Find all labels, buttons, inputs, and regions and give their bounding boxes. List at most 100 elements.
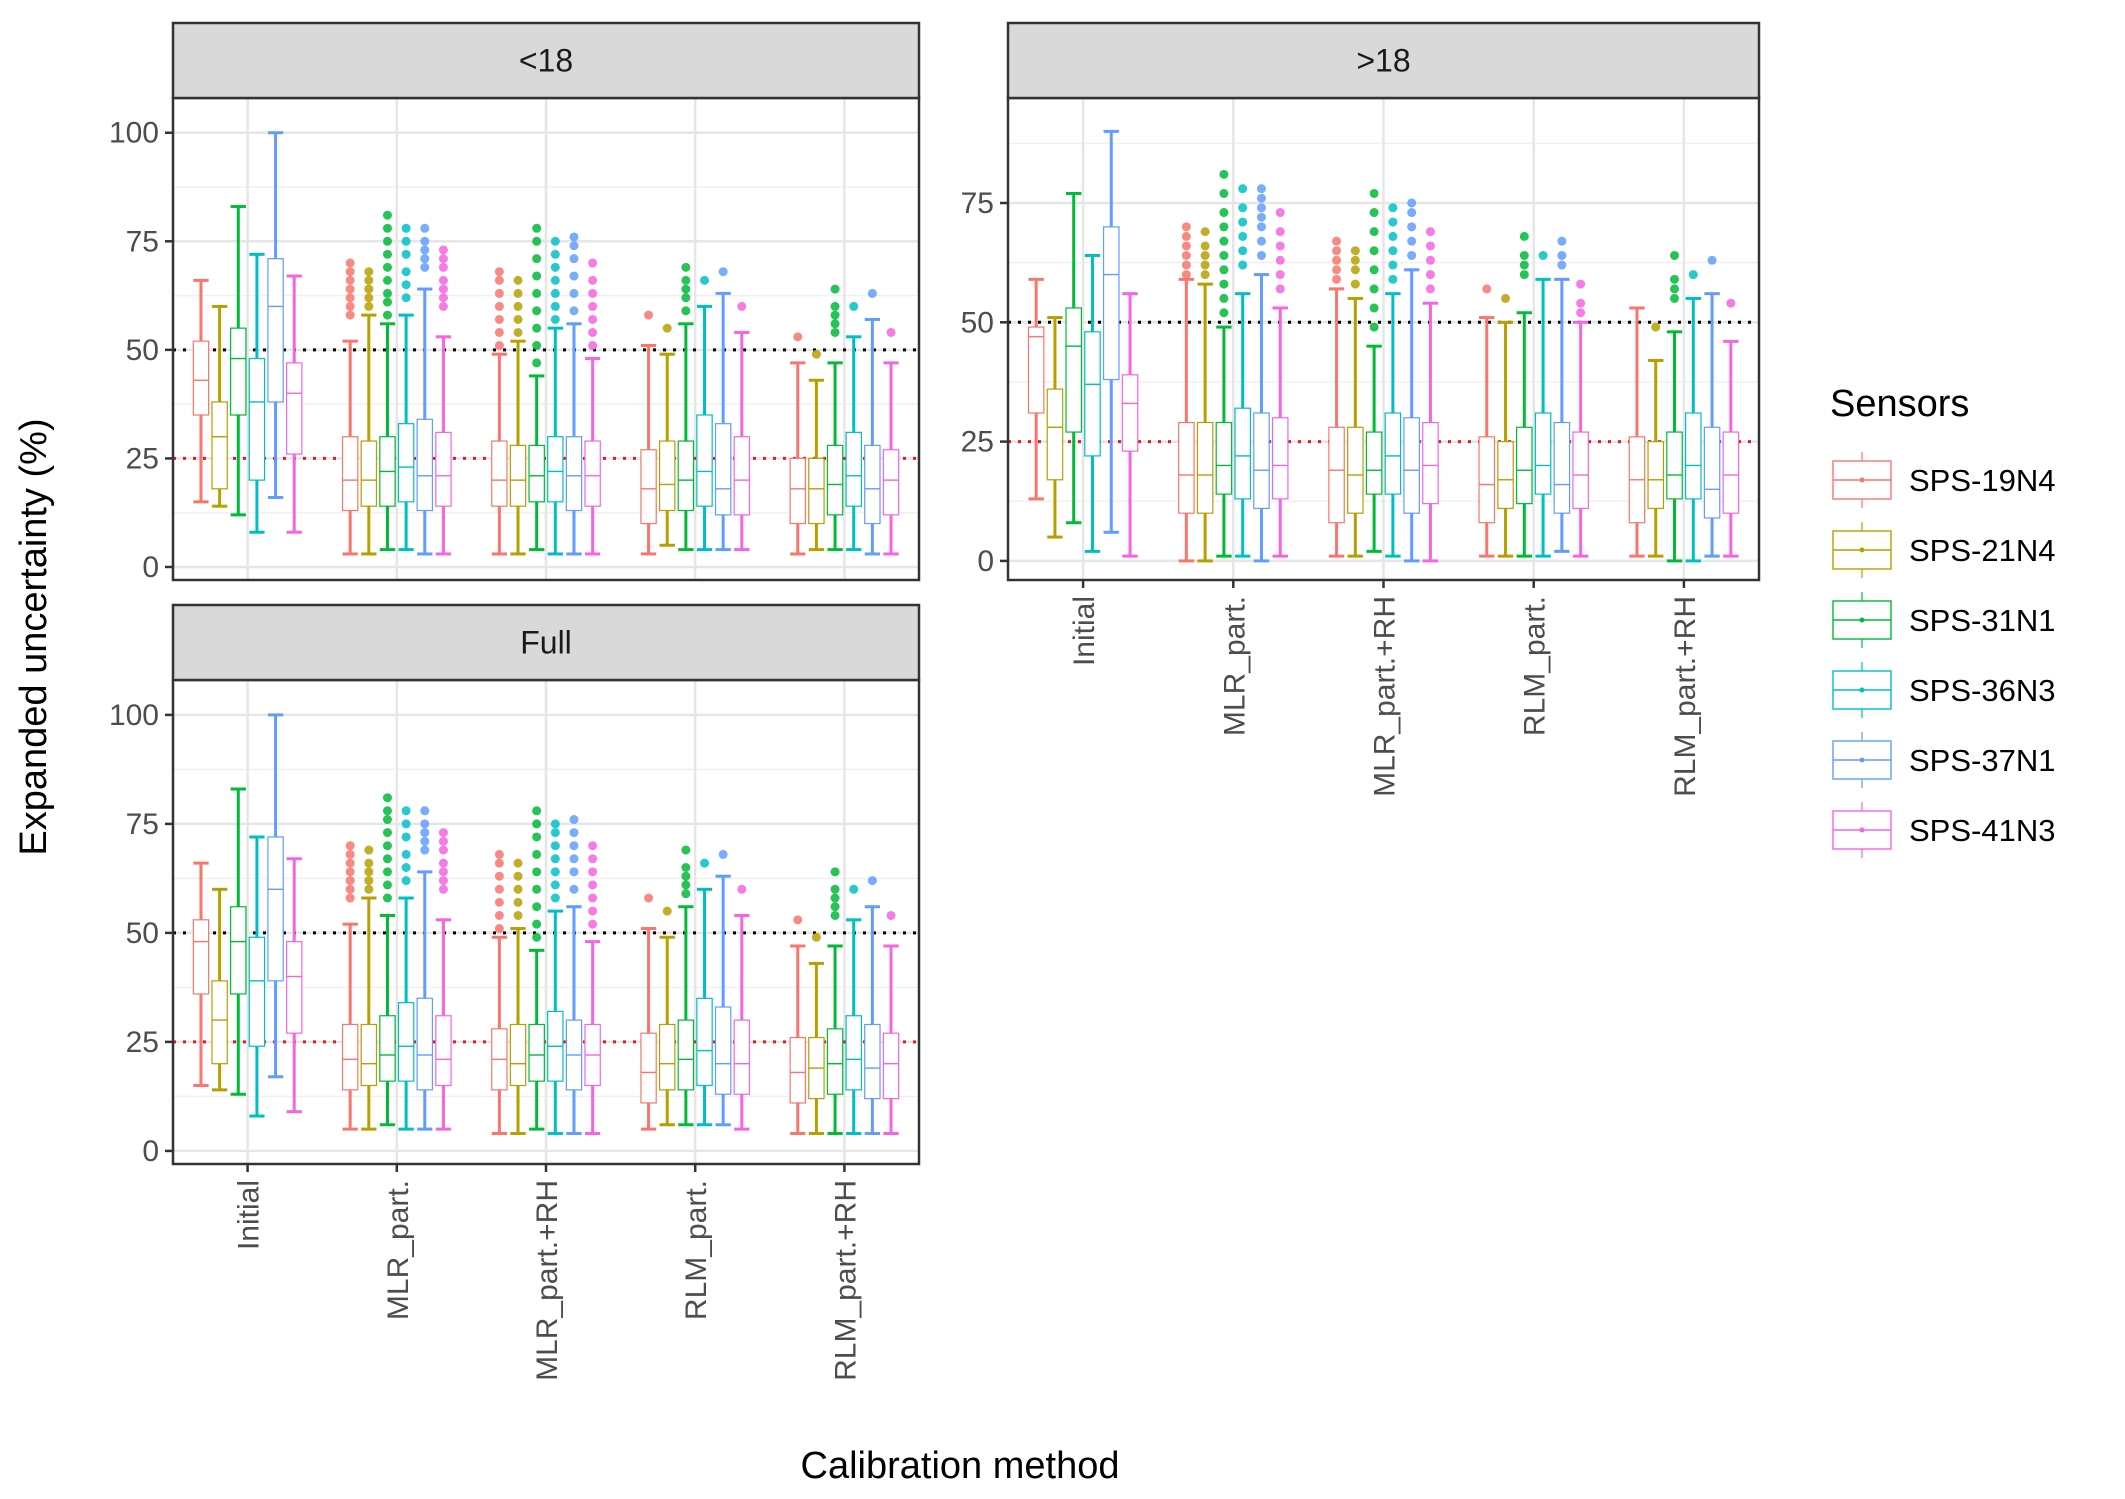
outlier-point: [382, 893, 392, 903]
outlier-point: [401, 806, 411, 816]
outlier-point: [681, 880, 691, 890]
outlier-point: [662, 906, 672, 916]
iqr-box: [1121, 374, 1139, 452]
iqr-box: [1666, 431, 1683, 500]
outlier-point: [1425, 227, 1435, 237]
outlier-point: [532, 902, 542, 912]
outlier-point: [1219, 222, 1229, 232]
outlier-point: [569, 232, 579, 242]
outlier-point: [681, 871, 691, 881]
outlier-point: [550, 301, 560, 311]
outlier-point: [513, 288, 523, 298]
iqr-box: [882, 1032, 900, 1100]
iqr-box: [1347, 426, 1364, 514]
legend-item-SPS-31N1: SPS-31N1: [1832, 592, 2055, 648]
outlier-point: [681, 889, 691, 899]
x-tick-label: RLM_part.: [680, 1180, 713, 1320]
iqr-box: [658, 440, 676, 512]
box-MLR_part.+RH-SPS-21N4: [1347, 246, 1364, 558]
legend-key-dot: [1859, 757, 1865, 763]
iqr-box: [1722, 431, 1740, 514]
iqr-box: [789, 457, 807, 525]
iqr-box: [714, 1006, 732, 1095]
outlier-point: [1350, 279, 1360, 289]
box-MLR_part.+RH-SPS-41N3: [1422, 227, 1439, 563]
outlier-point: [532, 254, 542, 264]
outlier-point: [793, 915, 803, 925]
outlier-point: [830, 327, 840, 337]
outlier-point: [588, 258, 598, 268]
y-tick-label: 75: [126, 225, 159, 258]
outlier-point: [662, 323, 672, 333]
iqr-box: [1572, 431, 1589, 510]
outlier-point: [494, 858, 504, 868]
box-MLR_part.-SPS-19N4: [1178, 222, 1195, 563]
box-RLM_part.+RH-SPS-36N3: [1684, 270, 1702, 563]
outlier-point: [1407, 236, 1417, 246]
outlier-point: [867, 288, 877, 298]
box-RLM_part.-SPS-36N3: [1534, 250, 1552, 558]
y-tick-label: 0: [142, 551, 159, 584]
outlier-point: [1275, 241, 1285, 251]
outlier-point: [364, 267, 374, 277]
box-Initial-SPS-36N3: [248, 252, 266, 534]
legend-label: SPS-41N3: [1909, 813, 2055, 848]
box-MLR_part.-SPS-36N3: [397, 806, 415, 1131]
iqr-box: [696, 414, 713, 507]
outlier-point: [830, 310, 840, 320]
outlier-point: [1275, 227, 1285, 237]
outlier-point: [849, 884, 859, 894]
outlier-point: [382, 880, 392, 890]
outlier-point: [1238, 246, 1248, 256]
outlier-point: [1238, 260, 1248, 270]
outlier-point: [1538, 250, 1548, 260]
outlier-point: [1519, 260, 1529, 270]
outlier-point: [1332, 246, 1342, 256]
iqr-box: [584, 440, 601, 507]
outlier-point: [681, 284, 691, 294]
box-MLR_part.-SPS-41N3: [1271, 208, 1289, 558]
y-tick-label: 100: [109, 117, 159, 150]
outlier-point: [513, 910, 523, 920]
y-tick-label: 0: [142, 1135, 159, 1168]
outlier-point: [588, 880, 598, 890]
box-MLR_part.-SPS-37N1: [416, 223, 434, 556]
outlier-point: [345, 267, 355, 277]
outlier-point: [1275, 270, 1285, 280]
box-MLR_part.+RH-SPS-21N4: [509, 275, 527, 556]
outlier-point: [588, 919, 598, 929]
outlier-point: [681, 306, 691, 316]
outlier-point: [1256, 222, 1266, 232]
outlier-point: [1651, 322, 1661, 332]
outlier-point: [1726, 298, 1736, 308]
outlier-point: [513, 858, 523, 868]
box-Initial-SPS-19N4: [192, 861, 210, 1088]
outlier-point: [438, 293, 448, 303]
outlier-point: [420, 806, 430, 816]
iqr-box: [565, 436, 583, 512]
iqr-box: [845, 1015, 862, 1091]
box-MLR_part.+RH-SPS-31N1: [528, 806, 545, 1131]
outlier-point: [513, 301, 523, 311]
outlier-point: [438, 254, 448, 264]
facet-panel-2: >18 0 25 50 75 Initial MLR_part. MLR_part.+RH RL…: [961, 21, 1761, 797]
iqr-box: [1178, 421, 1195, 514]
box-RLM_part.-SPS-31N1: [677, 262, 695, 552]
outlier-point: [532, 341, 542, 351]
outlier-point: [1501, 293, 1511, 303]
outlier-point: [401, 280, 411, 290]
box-Initial-SPS-41N3: [285, 274, 303, 534]
outlier-point: [550, 854, 560, 864]
outlier-point: [830, 301, 840, 311]
iqr-box: [1215, 421, 1233, 495]
outlier-point: [494, 301, 504, 311]
outlier-point: [532, 306, 542, 316]
strip-background: [1006, 21, 1761, 100]
iqr-box: [1102, 226, 1120, 381]
outlier-point: [1688, 270, 1698, 280]
strip-label: >18: [1356, 43, 1410, 79]
iqr-box: [211, 980, 228, 1065]
box-MLR_part.-SPS-19N4: [341, 258, 359, 556]
outlier-point: [438, 275, 448, 285]
iqr-box: [733, 436, 751, 516]
